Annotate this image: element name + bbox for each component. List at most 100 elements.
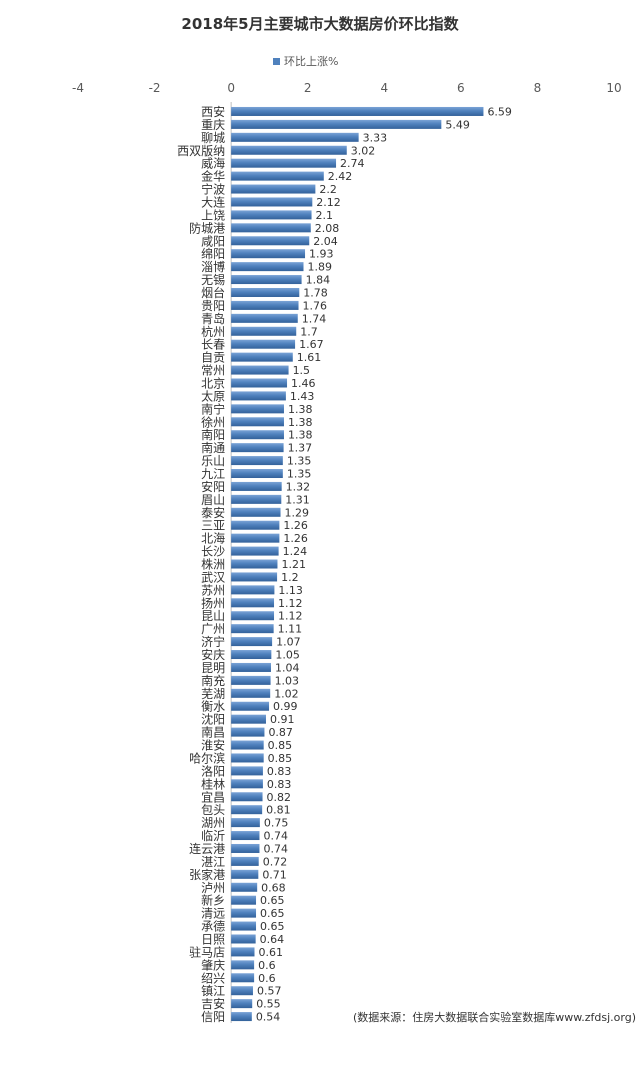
category-label: 张家港	[189, 867, 225, 882]
bars-group	[231, 106, 484, 1022]
bar	[231, 908, 257, 918]
bar	[231, 999, 253, 1009]
bar	[231, 611, 275, 621]
bar	[231, 831, 260, 841]
bar	[231, 481, 282, 491]
data-label: 6.59	[487, 105, 512, 118]
bar	[231, 378, 288, 388]
data-label: 1.26	[283, 519, 308, 532]
data-label: 2.1	[316, 209, 334, 222]
category-label: 南昌	[201, 725, 225, 740]
category-label: 重庆	[201, 118, 225, 132]
bar	[231, 637, 273, 647]
bar	[231, 494, 282, 504]
category-label: 沈阳	[201, 712, 225, 727]
bar	[231, 688, 271, 698]
data-label: 0.74	[263, 842, 288, 855]
category-label: 南阳	[201, 427, 225, 442]
data-label: 1.35	[287, 468, 312, 481]
bar	[231, 223, 311, 233]
data-label: 0.99	[273, 700, 298, 713]
category-label: 威海	[201, 156, 225, 171]
bar	[231, 973, 255, 983]
category-label: 大连	[201, 194, 225, 209]
category-label: 长沙	[201, 545, 225, 559]
category-label: 清远	[201, 907, 225, 921]
data-label: 0.72	[263, 855, 288, 868]
data-label: 2.12	[316, 196, 341, 209]
category-label: 徐州	[201, 414, 225, 429]
data-label: 0.82	[267, 791, 292, 804]
x-tick-label: 0	[227, 81, 235, 95]
bar	[231, 210, 312, 220]
data-label: 1.32	[286, 480, 311, 493]
category-label: 杭州	[201, 324, 225, 339]
category-label: 连云港	[189, 841, 225, 856]
bar	[231, 197, 313, 207]
legend-label: 环比上涨%	[284, 55, 338, 68]
data-label: 0.55	[256, 998, 281, 1011]
bar	[231, 792, 263, 802]
data-label: 1.02	[274, 687, 299, 700]
data-label: 0.81	[266, 804, 291, 817]
category-label: 泸州	[201, 881, 225, 895]
value-labels: 6.59 5.49 3.333.022.742.422.22.122.12.082.…	[256, 105, 512, 1023]
bar	[231, 300, 299, 310]
data-label: 1.04	[275, 661, 300, 674]
bar	[231, 650, 272, 660]
data-label: 1.38	[288, 429, 313, 442]
data-label: 1.5	[293, 364, 311, 377]
category-label: 洛阳	[201, 763, 225, 778]
category-label: 广州	[201, 622, 225, 636]
data-label: 1.67	[299, 338, 324, 351]
bar	[231, 507, 281, 517]
bar	[231, 947, 255, 957]
data-label: 1.93	[309, 248, 334, 261]
category-label: 芜湖	[201, 686, 225, 701]
bar	[231, 843, 260, 853]
category-label: 西安	[201, 104, 225, 119]
data-label: 1.35	[287, 455, 312, 468]
category-label: 肇庆	[201, 957, 225, 972]
category-label: 北京	[201, 376, 225, 390]
bar	[231, 675, 271, 685]
data-label: 1.12	[278, 597, 303, 610]
data-label: 3.02	[351, 144, 376, 157]
category-label: 北海	[201, 531, 225, 546]
category-label: 宜昌	[201, 789, 225, 804]
data-label: 1.07	[276, 636, 301, 649]
data-label: 1.38	[288, 403, 313, 416]
x-tick-label: -2	[149, 81, 161, 95]
category-label: 泰安	[201, 505, 225, 520]
data-label: 0.74	[263, 830, 288, 843]
category-label: 安阳	[201, 479, 225, 494]
bar	[231, 443, 284, 453]
category-label: 湖州	[201, 815, 225, 830]
data-label: 0.75	[264, 817, 289, 830]
category-label: 南充	[201, 673, 225, 688]
category-label: 新乡	[201, 893, 225, 908]
x-axis: -4 -2 0 2 4 6 8 10	[72, 81, 622, 1024]
data-label: 3.33	[363, 131, 388, 144]
data-label: 0.57	[257, 985, 282, 998]
data-label: 0.65	[260, 907, 285, 920]
bar	[231, 701, 270, 711]
bar	[231, 533, 280, 543]
data-label: 1.26	[283, 532, 308, 545]
data-label: 2.42	[328, 170, 353, 183]
source-note: (数据来源：住房大数据联合实验室数据库www.zfdsj.org)	[353, 1010, 636, 1024]
data-label: 1.43	[290, 390, 315, 403]
data-label: 1.12	[278, 610, 303, 623]
data-label: 1.74	[302, 312, 327, 325]
x-tick-label: -4	[72, 81, 84, 95]
bar	[231, 598, 275, 608]
data-label: 1.29	[285, 506, 310, 519]
bar	[231, 184, 316, 194]
bar	[231, 145, 347, 155]
data-label: 1.24	[283, 545, 308, 558]
bar	[231, 352, 293, 362]
chart-title: 2018年5月主要城市大数据房价环比指数	[181, 15, 459, 33]
data-label: 0.87	[268, 726, 293, 739]
bar	[231, 287, 300, 297]
